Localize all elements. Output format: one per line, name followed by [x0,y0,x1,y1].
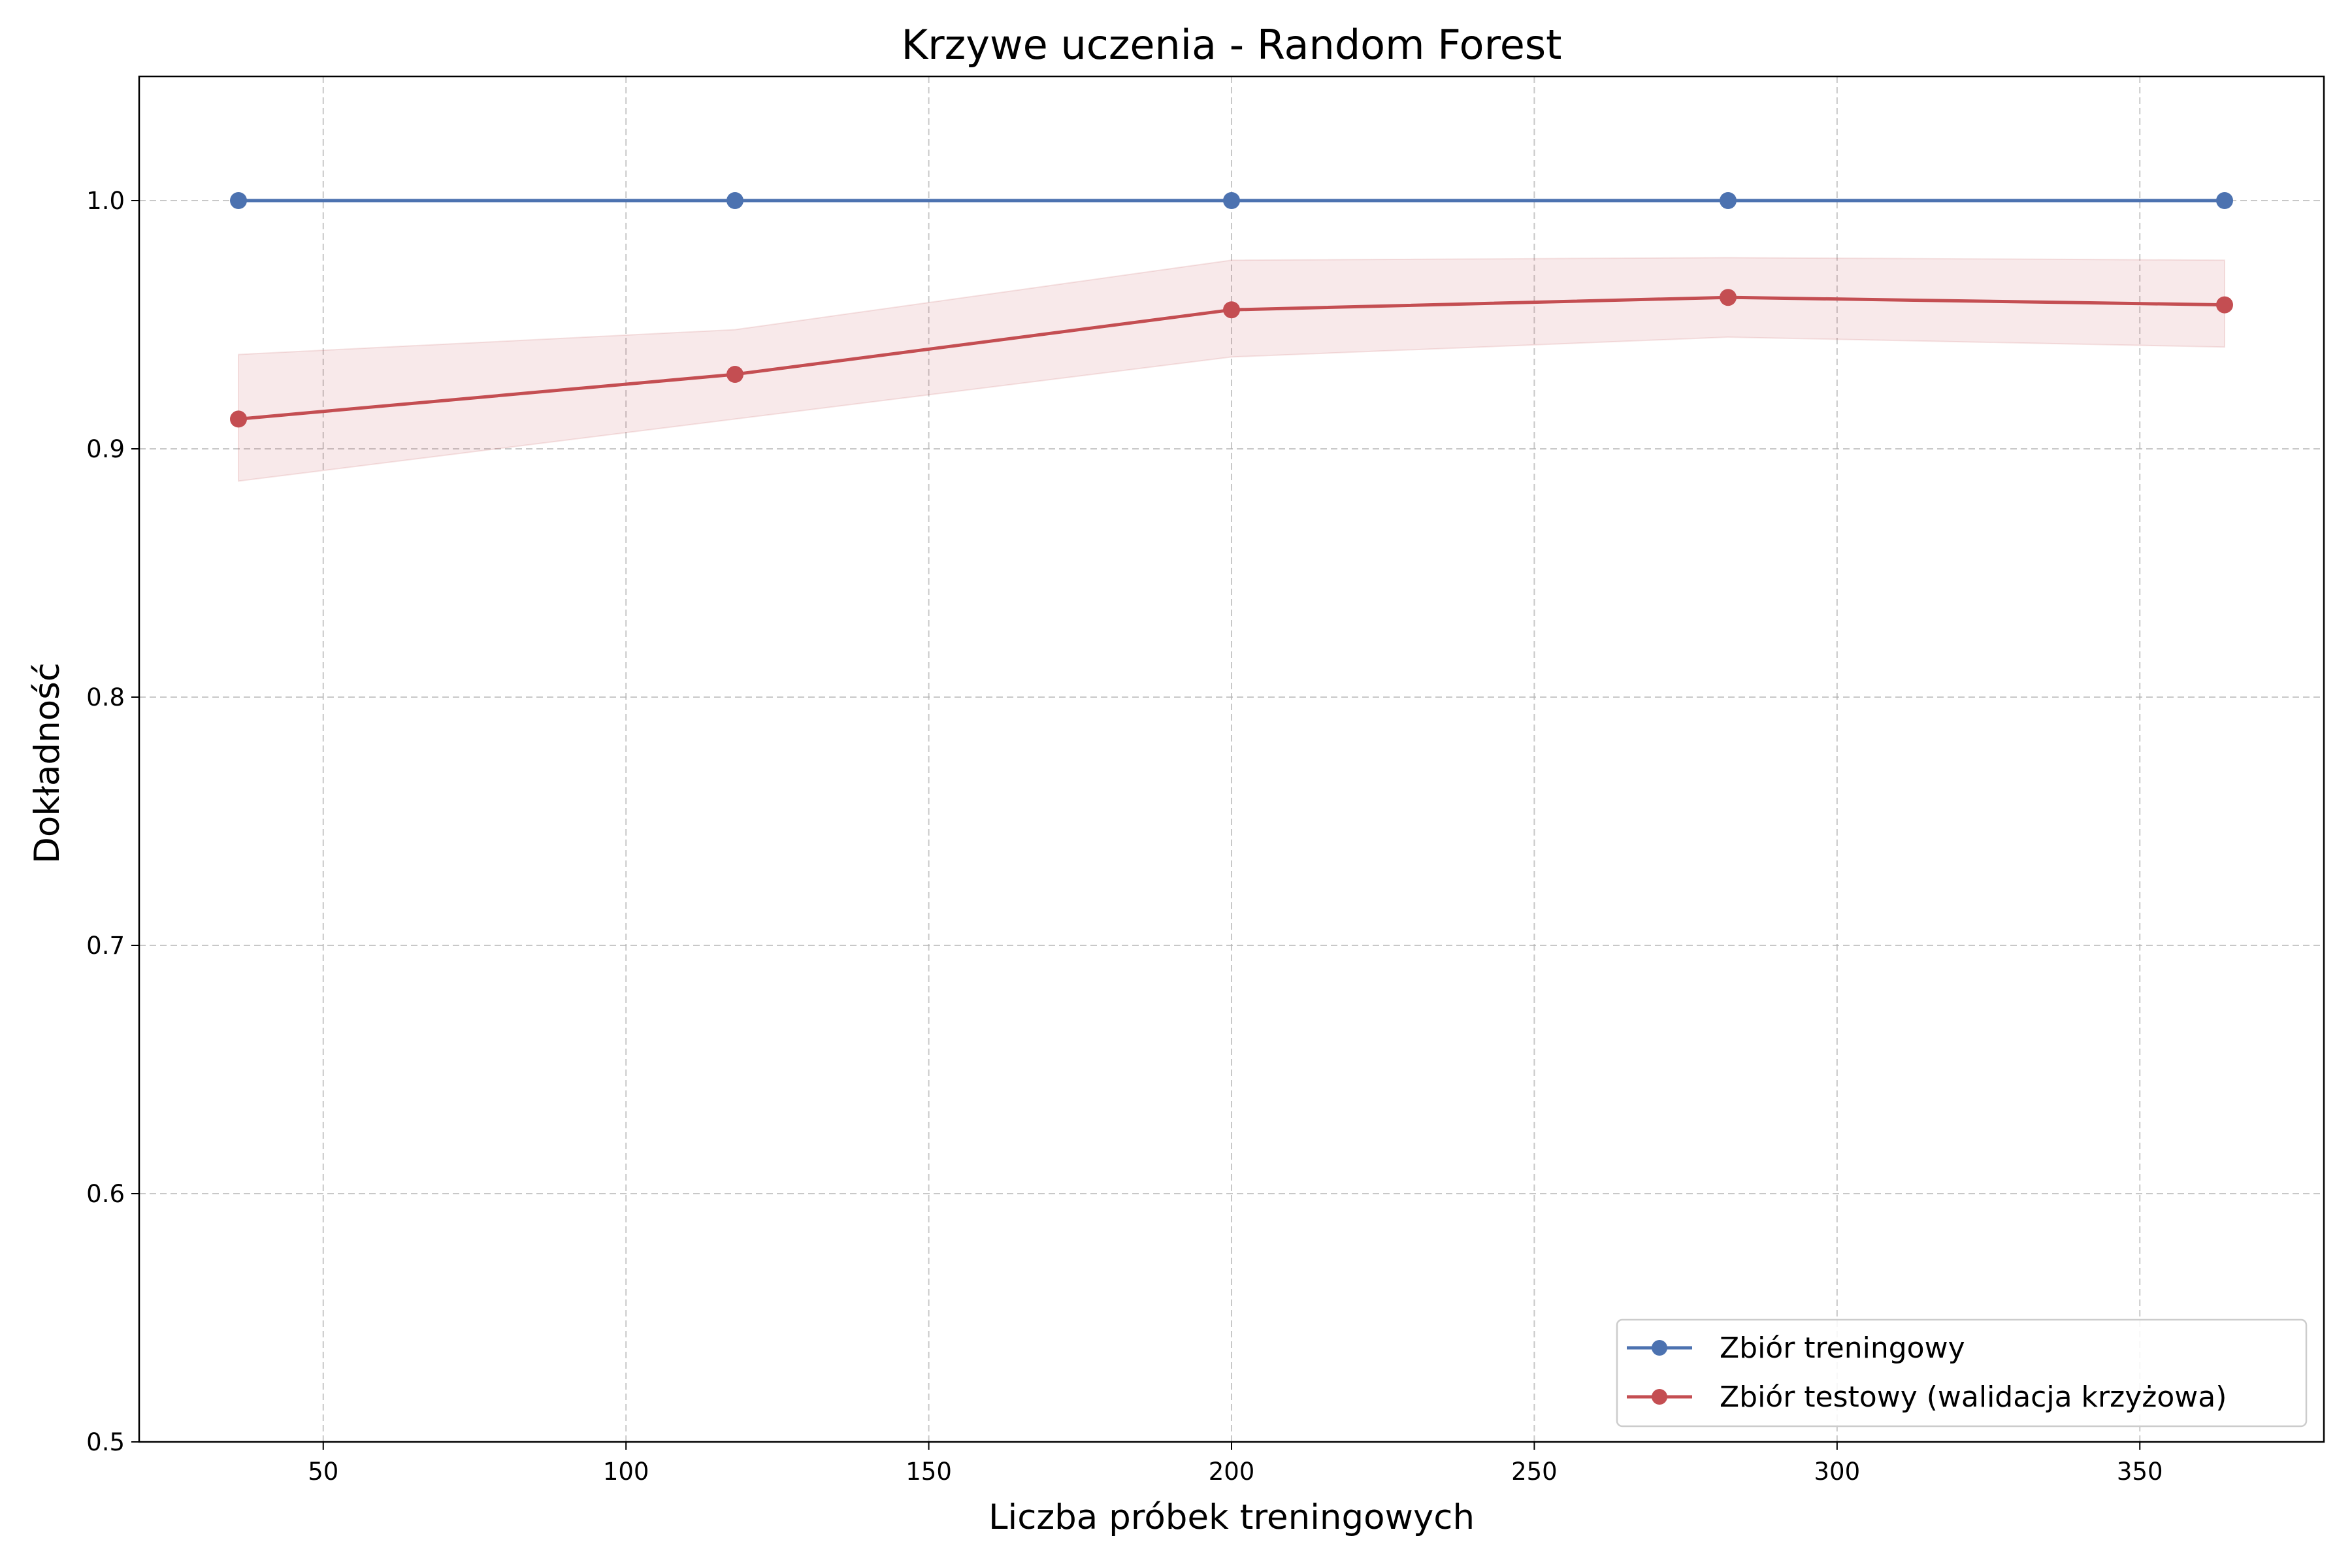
y-tick-label: 0.8 [86,683,125,711]
x-tick-label: 200 [1209,1458,1255,1486]
x-tick-label: 350 [2117,1458,2163,1486]
x-tick-label: 100 [603,1458,649,1486]
test-data-point [1223,301,1240,319]
y-tick-label: 0.7 [86,932,125,960]
test-data-point [230,410,247,428]
train-data-point [2216,192,2233,209]
legend: Zbiór treningowy Zbiór testowy (walidacj… [1616,1318,2308,1428]
y-tick-label: 1.0 [86,187,125,215]
legend-marker-test [1652,1389,1667,1405]
train-data-point [727,192,743,209]
axis-ticks: 50 100 150 200 250 300 350 0.5 0.6 0.7 0.8 0.9 1.0 [86,187,2163,1486]
y-tick-label: 0.6 [86,1180,125,1208]
chart-title: Krzywe uczenia - Random Forest [902,21,1562,69]
y-tick-label: 0.9 [86,435,125,463]
train-data-point [1223,192,1240,209]
x-tick-label: 50 [308,1458,338,1486]
x-tick-label: 300 [1814,1458,1861,1486]
legend-label-test: Zbiór testowy (walidacja krzyżowa) [1720,1380,2227,1414]
confidence-bands [238,257,2225,482]
x-axis-label: Liczba próbek treningowych [988,1497,1475,1537]
series-points [230,192,2233,428]
test-confidence-band [238,257,2225,482]
y-axis-label: Dokładność [27,662,67,864]
test-data-point [1720,289,1737,306]
x-tick-label: 250 [1511,1458,1558,1486]
x-tick-label: 150 [906,1458,952,1486]
legend-label-train: Zbiór treningowy [1720,1331,1965,1365]
train-data-point [230,192,247,209]
test-data-point [727,366,743,383]
legend-box [1616,1318,2308,1428]
legend-marker-train [1652,1340,1667,1356]
test-data-point [2216,296,2233,314]
train-data-point [1720,192,1737,209]
y-tick-label: 0.5 [86,1428,125,1456]
